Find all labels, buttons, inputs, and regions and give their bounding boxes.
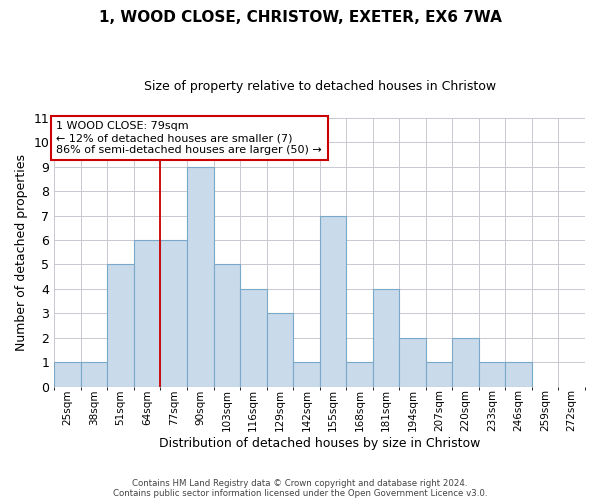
Bar — [214, 264, 240, 386]
Bar — [134, 240, 160, 386]
Bar — [452, 338, 479, 386]
Bar — [160, 240, 187, 386]
Bar — [107, 264, 134, 386]
Bar — [266, 313, 293, 386]
Bar — [346, 362, 373, 386]
Bar — [320, 216, 346, 386]
Bar — [293, 362, 320, 386]
X-axis label: Distribution of detached houses by size in Christow: Distribution of detached houses by size … — [159, 437, 481, 450]
Title: Size of property relative to detached houses in Christow: Size of property relative to detached ho… — [143, 80, 496, 93]
Bar — [81, 362, 107, 386]
Text: Contains HM Land Registry data © Crown copyright and database right 2024.: Contains HM Land Registry data © Crown c… — [132, 478, 468, 488]
Text: 1, WOOD CLOSE, CHRISTOW, EXETER, EX6 7WA: 1, WOOD CLOSE, CHRISTOW, EXETER, EX6 7WA — [98, 10, 502, 25]
Bar — [373, 289, 399, 386]
Y-axis label: Number of detached properties: Number of detached properties — [15, 154, 28, 350]
Bar — [187, 166, 214, 386]
Bar — [479, 362, 505, 386]
Bar — [399, 338, 426, 386]
Bar — [426, 362, 452, 386]
Text: Contains public sector information licensed under the Open Government Licence v3: Contains public sector information licen… — [113, 488, 487, 498]
Bar — [505, 362, 532, 386]
Bar — [240, 289, 266, 386]
Bar — [54, 362, 81, 386]
Text: 1 WOOD CLOSE: 79sqm
← 12% of detached houses are smaller (7)
86% of semi-detache: 1 WOOD CLOSE: 79sqm ← 12% of detached ho… — [56, 122, 322, 154]
